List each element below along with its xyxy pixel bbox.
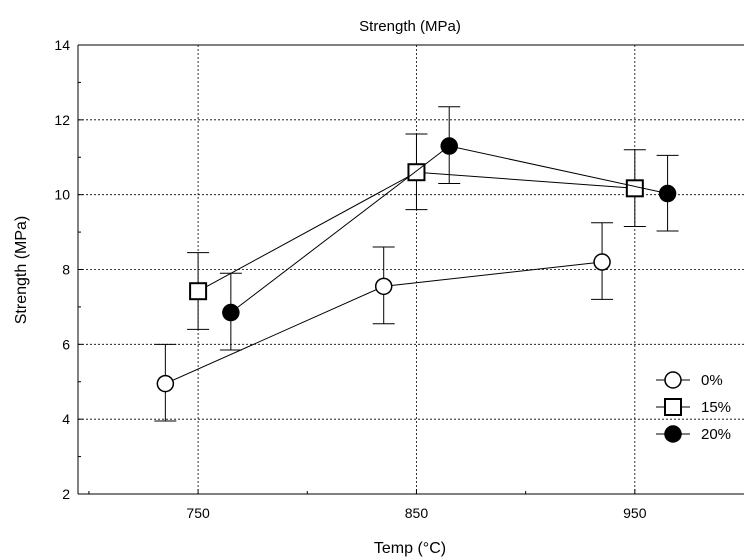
data-point (189, 282, 208, 301)
series-layer (154, 106, 679, 422)
legend-label: 0% (701, 372, 723, 389)
grid (78, 45, 744, 494)
data-point (625, 179, 644, 198)
data-point (658, 184, 677, 203)
series-1 (187, 133, 646, 330)
y-tick-label: 12 (54, 112, 70, 128)
data-point (440, 137, 458, 155)
data-point (222, 303, 240, 322)
legend-marker (664, 398, 682, 416)
legend-label: 20% (701, 426, 731, 443)
y-tick-label: 2 (62, 486, 70, 502)
legend-marker (664, 425, 682, 443)
y-tick-label: 6 (62, 336, 70, 352)
legend-label: 15% (701, 399, 731, 416)
data-point (593, 253, 611, 271)
legend: 0% 15% 20% (656, 371, 731, 443)
y-tick-label: 10 (54, 187, 70, 203)
x-tick-label: 750 (186, 505, 210, 521)
y-tick-label: 14 (54, 37, 70, 53)
data-point (374, 277, 393, 296)
y-axis-label: Strength (MPa) (13, 216, 30, 324)
series-2 (219, 106, 679, 351)
x-axis-label: Temp (°C) (374, 540, 446, 557)
y-tick-label: 8 (62, 262, 70, 278)
x-tick-label: 950 (623, 505, 647, 521)
legend-marker (664, 371, 682, 389)
chart-title: Strength (MPa) (359, 18, 461, 35)
series-0 (154, 222, 614, 422)
axes: 2 4 6 8 10 12 14 750 850 950 (54, 37, 744, 521)
x-tick-label: 850 (405, 505, 429, 521)
y-tick-label: 4 (62, 411, 70, 427)
data-point (156, 374, 175, 393)
